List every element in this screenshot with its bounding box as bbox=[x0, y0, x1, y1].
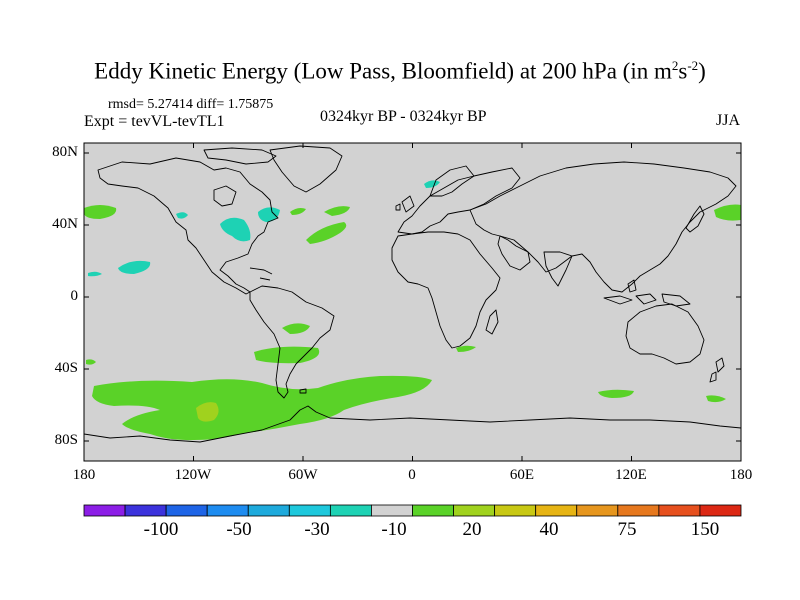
colorbar-swatch bbox=[699, 504, 742, 517]
arabia bbox=[497, 235, 531, 271]
australia-coast bbox=[625, 303, 705, 365]
madagascar bbox=[485, 309, 499, 335]
anomaly-patch bbox=[220, 217, 251, 242]
lon-label-120e: 120E bbox=[615, 467, 647, 483]
colorbar-swatch bbox=[371, 504, 413, 517]
axis-ticks bbox=[83, 143, 742, 461]
hudson-bay bbox=[213, 185, 237, 207]
anomaly-patch bbox=[118, 260, 151, 274]
colorbar-swatch bbox=[83, 504, 126, 517]
colorbar-label: 40 bbox=[539, 519, 559, 540]
anomaly-patch bbox=[456, 345, 476, 352]
lon-label-60w: 60W bbox=[288, 467, 318, 483]
lat-label-40s: 40S bbox=[54, 360, 78, 376]
lon-label-60e: 60E bbox=[509, 467, 535, 483]
colorbar-label: -10 bbox=[381, 519, 407, 540]
colorbar-label: 75 bbox=[617, 519, 637, 540]
colorbar-swatch bbox=[124, 504, 167, 517]
anomaly-patch bbox=[324, 206, 350, 216]
colorbar-swatch bbox=[658, 504, 701, 517]
colorbar-swatch bbox=[412, 504, 454, 517]
colorbar-swatch bbox=[206, 504, 249, 517]
japan bbox=[685, 205, 705, 233]
colorbar-swatch bbox=[494, 504, 537, 517]
colorbar bbox=[83, 504, 742, 517]
anomaly-patch bbox=[424, 180, 440, 188]
europe-coast bbox=[397, 167, 521, 235]
coastlines bbox=[84, 145, 741, 443]
lon-label-180e: 180 bbox=[729, 467, 753, 483]
anomaly-patch bbox=[706, 395, 726, 403]
colorbar-swatch bbox=[288, 504, 331, 517]
anomaly-patch bbox=[282, 323, 310, 334]
colorbar-swatch bbox=[576, 504, 619, 517]
arctic-islands bbox=[203, 147, 277, 165]
season-label: JJA bbox=[716, 112, 741, 129]
anomaly-patch bbox=[598, 389, 634, 398]
anomaly-patch bbox=[88, 271, 102, 277]
anomaly-patch bbox=[176, 212, 188, 219]
colorbar-swatch bbox=[453, 504, 496, 517]
experiment-label: Expt = tevVL-tevTL1 bbox=[84, 113, 225, 130]
lat-label-80n: 80N bbox=[52, 144, 78, 160]
colorbar-swatch bbox=[247, 504, 290, 517]
falklands bbox=[299, 388, 307, 394]
anomaly-patch bbox=[196, 402, 219, 422]
lon-label-180w: 180 bbox=[72, 467, 96, 483]
colorbar-label: -50 bbox=[226, 519, 252, 540]
south-america-coast bbox=[249, 285, 335, 399]
caribbean-islands bbox=[249, 267, 273, 281]
lat-label-0: 0 bbox=[70, 288, 79, 304]
colorbar-label: -100 bbox=[143, 519, 179, 540]
map-title: Eddy Kinetic Energy (Low Pass, Bloomfiel… bbox=[94, 58, 706, 84]
colorbar-swatch bbox=[165, 504, 208, 517]
anomaly-patch bbox=[714, 204, 741, 221]
stats-text: rmsd= 5.27414 diff= 1.75875 bbox=[108, 97, 274, 112]
antarctica-coast bbox=[84, 405, 741, 443]
anomaly-patch bbox=[254, 346, 320, 364]
colorbar-label: 20 bbox=[462, 519, 482, 540]
british-isles bbox=[395, 195, 415, 213]
india bbox=[543, 251, 573, 287]
colorbar-swatch bbox=[329, 504, 372, 517]
colorbar-swatch bbox=[535, 504, 578, 517]
colorbar-label: 150 bbox=[690, 519, 720, 540]
north-america-coast bbox=[97, 157, 279, 295]
new-zealand bbox=[709, 357, 725, 383]
africa-coast bbox=[391, 231, 501, 349]
anomaly-patch bbox=[306, 222, 347, 244]
lat-label-80s: 80S bbox=[54, 432, 78, 448]
lon-label-120w: 120W bbox=[174, 467, 212, 483]
colorbar-label: -30 bbox=[304, 519, 330, 540]
colorbar-swatch bbox=[617, 504, 660, 517]
lat-label-40n: 40N bbox=[52, 216, 78, 232]
anomaly-patch bbox=[258, 207, 280, 222]
southeast-asia-islands bbox=[603, 279, 691, 307]
anomaly-patch bbox=[290, 208, 306, 215]
anomaly-patch bbox=[92, 375, 432, 441]
anomaly-fields bbox=[84, 180, 741, 441]
anomaly-patch bbox=[86, 359, 96, 365]
period-label: 0324kyr BP - 0324kyr BP bbox=[320, 108, 487, 125]
anomaly-patch bbox=[84, 205, 117, 219]
lon-label-0: 0 bbox=[408, 467, 416, 483]
greenland bbox=[269, 145, 343, 193]
scandinavia bbox=[429, 165, 475, 197]
